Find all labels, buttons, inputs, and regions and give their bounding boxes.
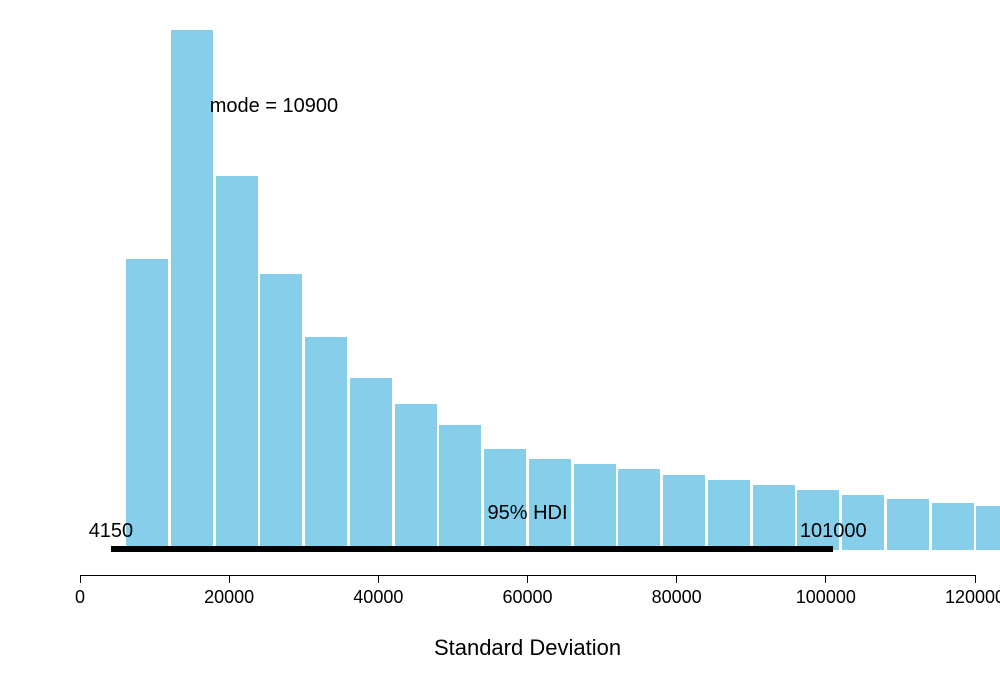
histogram-bar xyxy=(932,503,974,550)
hdi-interval-line xyxy=(111,546,833,552)
x-axis-tick-label: 40000 xyxy=(353,587,403,608)
x-axis-tick xyxy=(975,575,976,583)
histogram-bar xyxy=(171,30,213,550)
histogram-bar xyxy=(350,378,392,550)
histogram-bar xyxy=(887,499,929,550)
histogram-bar xyxy=(708,480,750,550)
histogram-bar xyxy=(663,475,705,550)
histogram-bar xyxy=(305,337,347,550)
x-axis-tick xyxy=(378,575,379,583)
x-axis-tick-label: 0 xyxy=(75,587,85,608)
hdi-label: 95% HDI xyxy=(487,502,567,525)
x-axis-tick xyxy=(80,575,81,583)
histogram-bar xyxy=(216,176,258,550)
hdi-lower-label: 4150 xyxy=(89,520,134,543)
x-axis-tick xyxy=(676,575,677,583)
x-axis-tick xyxy=(229,575,230,583)
hdi-upper-label: 101000 xyxy=(800,520,867,543)
histogram-bar xyxy=(484,449,526,550)
x-axis-tick-label: 60000 xyxy=(502,587,552,608)
histogram-bar xyxy=(574,464,616,550)
x-axis-tick xyxy=(527,575,528,583)
histogram-bar xyxy=(126,259,168,550)
mode-annotation: mode = 10900 xyxy=(210,95,338,118)
x-axis-tick-label: 20000 xyxy=(204,587,254,608)
histogram-bar xyxy=(753,485,795,550)
x-axis-tick xyxy=(825,575,826,583)
x-axis-tick-label: 120000 xyxy=(945,587,1000,608)
histogram-bar xyxy=(976,506,1000,550)
histogram-bar xyxy=(618,469,660,550)
histogram-bar xyxy=(395,404,437,550)
x-axis-tick-label: 100000 xyxy=(796,587,856,608)
x-axis-title: Standard Deviation xyxy=(434,635,621,661)
x-axis-tick-label: 80000 xyxy=(652,587,702,608)
histogram-chart: 95% HDI 4150 101000 mode = 10900 0 20000 40000… xyxy=(0,0,1000,673)
histogram-bar xyxy=(260,274,302,550)
histogram-bar xyxy=(439,425,481,550)
